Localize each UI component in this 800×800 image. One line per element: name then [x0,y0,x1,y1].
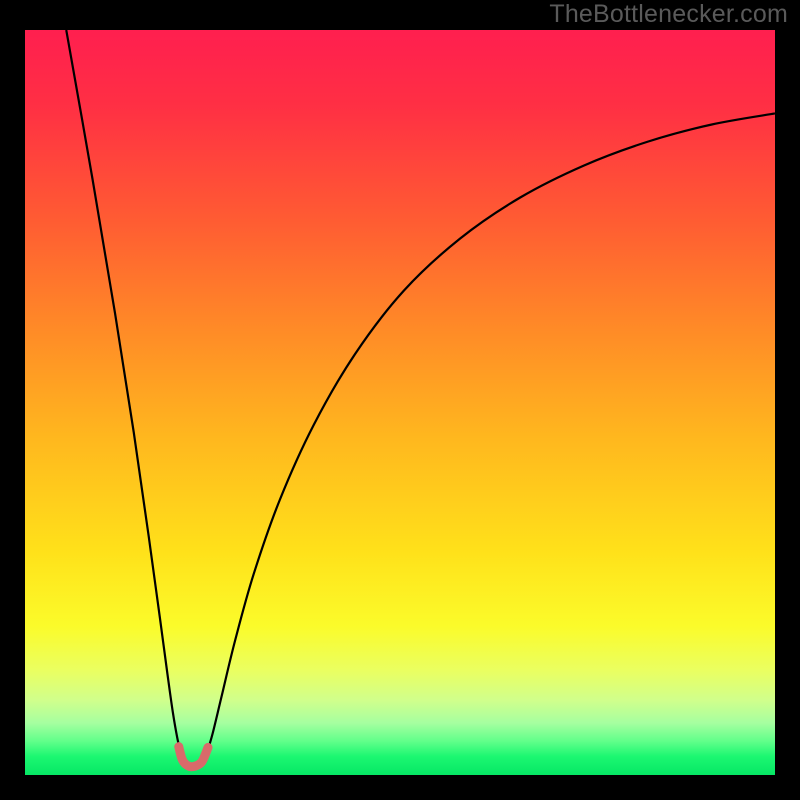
plot-svg [25,30,775,775]
gradient-background [25,30,775,775]
plot-area [25,30,775,775]
watermark-text: TheBottlenecker.com [549,0,788,29]
